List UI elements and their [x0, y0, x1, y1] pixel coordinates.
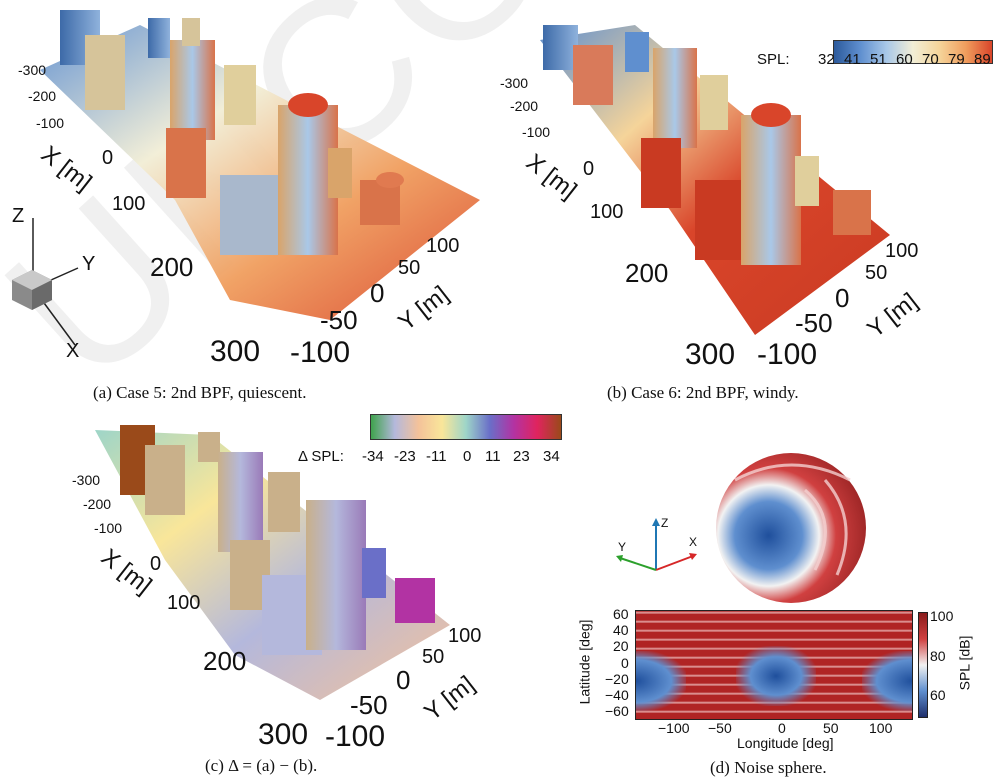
noise-map-blue-center [736, 646, 816, 706]
noise-map-blue-left [636, 651, 686, 711]
noise-map-blue-right [862, 651, 912, 711]
triad-y-label: Y [82, 253, 96, 275]
x-tick: -100 [522, 124, 551, 140]
panel-b-scene [540, 25, 890, 335]
noise-cb-tick: 100 [930, 608, 954, 624]
x-tick: -300 [72, 472, 101, 488]
sphere-y-label: Y [618, 540, 627, 554]
x-tick: 0 [150, 553, 162, 575]
x-tick: -100 [36, 115, 65, 131]
lat-tick: −20 [605, 671, 629, 687]
lat-tick: 60 [613, 606, 629, 622]
panel-a-caption: (a) Case 5: 2nd BPF, quiescent. [93, 383, 307, 402]
noise-sphere [616, 453, 866, 603]
delta-tick: 23 [513, 448, 530, 465]
panel-d: Z Y X 60 40 20 0 −20 −40 −60 Latitude [d… [575, 410, 998, 784]
spl-tick: 51 [870, 51, 887, 68]
y-tick: 100 [448, 625, 482, 647]
y-tick: -50 [320, 305, 358, 335]
noise-cb-label: SPL [dB] [956, 635, 973, 691]
lat-axis-label: Latitude [deg] [576, 619, 593, 705]
delta-tick: 11 [485, 448, 501, 465]
panel-b-caption: (b) Case 6: 2nd BPF, windy. [607, 383, 799, 402]
x-tick: 100 [112, 193, 146, 215]
lat-tick: 20 [613, 638, 629, 654]
y-tick: -50 [795, 308, 833, 338]
x-tick: 200 [203, 646, 247, 676]
y-tick: 50 [422, 646, 445, 668]
panel-a: -300 -200 -100 0 100 200 300 X [m] 100 5… [0, 0, 500, 410]
spl-colorbar [833, 40, 993, 64]
lat-tick: 0 [621, 655, 629, 671]
noise-cb-tick: 60 [930, 687, 946, 703]
lat-tick: 40 [613, 622, 629, 638]
spl-colorbar-label: SPL: [757, 51, 790, 68]
y-tick: -100 [325, 720, 386, 753]
x-tick: -200 [28, 88, 57, 104]
y-tick: 0 [370, 278, 385, 308]
spl-tick: 89 [974, 51, 991, 68]
spl-tick: 60 [896, 51, 913, 68]
lat-tick: −60 [605, 703, 629, 719]
y-tick: 100 [426, 235, 460, 257]
lat-tick: −40 [605, 687, 629, 703]
x-tick: 300 [258, 718, 309, 751]
spl-tick: 70 [922, 51, 939, 68]
delta-colorbar-label: Δ SPL: [298, 448, 344, 465]
y-tick: -100 [757, 338, 818, 371]
spl-tick: 79 [948, 51, 965, 68]
y-tick: -50 [350, 690, 388, 720]
delta-tick: -34 [362, 448, 384, 465]
lon-tick: −100 [658, 720, 690, 736]
panel-a-scene [40, 10, 480, 320]
lon-tick: 100 [869, 720, 893, 736]
lon-axis-label: Longitude [deg] [737, 735, 834, 751]
x-tick: 100 [590, 201, 624, 223]
x-tick: 300 [210, 335, 261, 368]
triad-z-label: Z [12, 205, 25, 227]
panel-c: Δ SPL: -34 -23 -11 0 11 23 34 -300 -200 … [0, 410, 570, 784]
panel-c-caption: (c) Δ = (a) − (b). [205, 756, 318, 775]
delta-tick: -11 [426, 448, 447, 465]
delta-colorbar [370, 414, 562, 440]
y-tick: 0 [835, 283, 850, 313]
x-tick: 100 [167, 592, 201, 614]
lon-tick: −50 [708, 720, 732, 736]
y-tick: 50 [398, 257, 421, 279]
x-tick: -100 [94, 520, 123, 536]
panel-d-caption: (d) Noise sphere. [710, 758, 827, 777]
panel-b: SPL: 32 41 51 60 70 79 89 -300 -200 -100… [495, 0, 998, 410]
sphere-z-label: Z [661, 516, 669, 530]
delta-tick: -23 [394, 448, 416, 465]
x-tick: -300 [18, 62, 47, 78]
noise-map [635, 610, 913, 720]
spl-tick: 32 [818, 51, 835, 68]
axes-triad: Z Y X [0, 200, 110, 370]
y-tick: 0 [396, 665, 411, 695]
noise-cb-tick: 80 [930, 648, 946, 664]
lon-tick: 50 [823, 720, 839, 736]
spl-tick: 41 [844, 51, 861, 68]
triad-icon [12, 218, 79, 346]
x-tick: 200 [150, 252, 194, 282]
lon-tick: 0 [778, 720, 786, 736]
delta-tick: 34 [543, 448, 560, 465]
x-tick: 300 [685, 338, 736, 371]
x-tick: 0 [102, 147, 114, 169]
panel-c-scene [95, 425, 450, 700]
delta-tick: 0 [463, 448, 472, 465]
triad-x-label: X [66, 340, 80, 362]
x-tick: -300 [500, 75, 529, 91]
y-tick: -100 [290, 336, 351, 369]
noise-colorbar [918, 612, 928, 718]
sphere-x-label: X [689, 535, 698, 549]
y-tick: 50 [865, 262, 888, 284]
y-tick: 100 [885, 240, 919, 262]
x-tick: 0 [583, 158, 595, 180]
x-tick: -200 [510, 98, 539, 114]
x-tick: 200 [625, 258, 669, 288]
x-tick: -200 [83, 496, 112, 512]
